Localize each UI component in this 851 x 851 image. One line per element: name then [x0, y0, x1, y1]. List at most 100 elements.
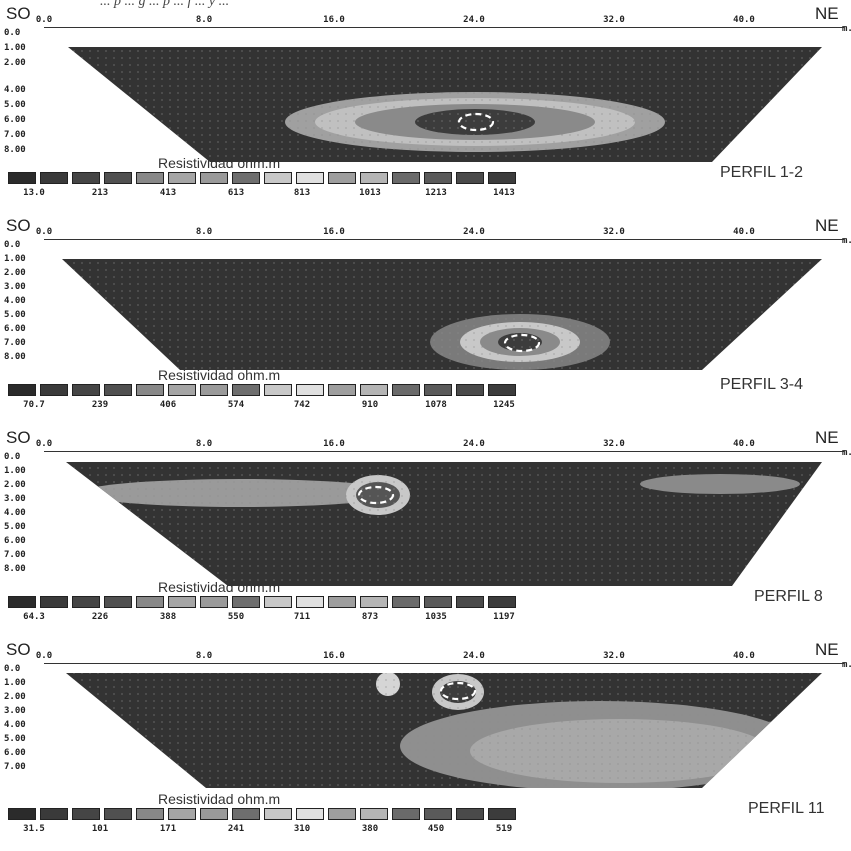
depth-tick-label: 4.00	[4, 720, 26, 730]
colorbar-swatch	[232, 172, 260, 184]
x-tick-label: 16.0	[323, 651, 345, 661]
colorbar-value-label: 64.3	[23, 612, 45, 622]
colorbar-swatch	[424, 384, 452, 396]
measurement-points	[62, 259, 822, 370]
colorbar-swatch	[424, 172, 452, 184]
colorbar-value-label: 31.5	[23, 824, 45, 834]
distance-unit-label: m.	[842, 660, 851, 670]
depth-tick-label: 7.00	[4, 130, 26, 140]
colorbar-swatch	[296, 384, 324, 396]
colorbar-swatch	[488, 808, 516, 820]
colorbar-swatch	[168, 596, 196, 608]
colorbar-swatch	[200, 596, 228, 608]
x-tick-label: 16.0	[323, 15, 345, 25]
depth-tick-label: 6.00	[4, 115, 26, 125]
x-tick-label: 32.0	[603, 651, 625, 661]
x-tick-label: 40.0	[733, 651, 755, 661]
colorbar-swatch	[392, 596, 420, 608]
depth-tick-label: 4.00	[4, 85, 26, 95]
profile-panel: SO NEm. 0.0 8.0 16.0 24.0 32.0 40.0 0.0 1.00 2.00 3…	[0, 424, 851, 636]
measurement-points	[66, 673, 822, 788]
depth-tick-label: 8.00	[4, 145, 26, 155]
colorbar-swatch	[328, 172, 356, 184]
colorbar-swatch	[232, 384, 260, 396]
depth-tick-label: 5.00	[4, 100, 26, 110]
depth-tick-label: 1.00	[4, 254, 26, 264]
direction-ne-label: NE	[815, 216, 839, 235]
x-tick-label: 24.0	[463, 651, 485, 661]
colorbar-swatch	[456, 384, 484, 396]
resistivity-section	[66, 673, 822, 788]
direction-so-label: SO	[6, 216, 31, 235]
colorbar-swatch	[200, 808, 228, 820]
x-tick-label: 32.0	[603, 439, 625, 449]
x-tick-label: 0.0	[35, 227, 53, 237]
profile-name: PERFIL 3-4	[720, 376, 803, 393]
depth-tick-label: 2.00	[4, 480, 26, 490]
x-tick-label: 24.0	[463, 439, 485, 449]
colorbar-swatch	[328, 384, 356, 396]
colorbar-value-label: 1413	[493, 188, 515, 198]
x-tick-label: 24.0	[463, 227, 485, 237]
profile-name: PERFIL 11	[748, 800, 825, 817]
measurement-points	[66, 462, 822, 586]
colorbar-value-label: 70.7	[23, 400, 45, 410]
target-anomaly-marker	[439, 681, 477, 701]
profile-panel: SO NEm. 0.0 8.0 16.0 24.0 32.0 40.0 0.0 1.00 2.00 3…	[0, 212, 851, 424]
colorbar	[8, 384, 516, 396]
colorbar-swatch	[104, 172, 132, 184]
colorbar-swatch	[200, 384, 228, 396]
colorbar-swatch	[424, 596, 452, 608]
depth-tick-label: 3.00	[4, 282, 26, 292]
colorbar-swatch	[8, 808, 36, 820]
resistivity-section	[68, 47, 822, 162]
colorbar-value-label: 1213	[425, 188, 447, 198]
target-anomaly-marker	[457, 112, 495, 132]
x-axis-line	[44, 239, 844, 240]
depth-tick-label: 1.00	[4, 43, 26, 53]
x-tick-label: 0.0	[35, 15, 53, 25]
colorbar-swatch	[72, 384, 100, 396]
colorbar-swatch	[296, 172, 324, 184]
colorbar-swatch	[328, 596, 356, 608]
colorbar-swatch	[8, 384, 36, 396]
depth-tick-label: 5.00	[4, 522, 26, 532]
x-tick-label: 16.0	[323, 439, 345, 449]
profile-panel: SO NEm. 0.0 8.0 16.0 24.0 32.0 40.0 0.0 1.00 2.00 3…	[0, 636, 851, 848]
depth-tick-label: 2.00	[4, 692, 26, 702]
colorbar-swatch	[264, 384, 292, 396]
colorbar-value-label: 1197	[493, 612, 515, 622]
colorbar-swatch	[264, 596, 292, 608]
colorbar-swatch	[136, 808, 164, 820]
colorbar-value-label: 574	[227, 400, 245, 410]
direction-so-label: SO	[6, 4, 31, 23]
depth-tick-label: 7.00	[4, 550, 26, 560]
colorbar-value-label: 239	[91, 400, 109, 410]
colorbar-value-label: 388	[159, 612, 177, 622]
distance-unit-label: m.	[842, 24, 851, 34]
depth-tick-label: 2.00	[4, 268, 26, 278]
direction-so-label: SO	[6, 428, 31, 447]
colorbar-value-label: 1078	[425, 400, 447, 410]
depth-tick-label: 0.0	[4, 28, 21, 38]
colorbar-value-label: 380	[361, 824, 379, 834]
colorbar-swatch	[8, 596, 36, 608]
colorbar-value-label: 519	[495, 824, 513, 834]
colorbar-title: Resistividad ohm.m	[158, 791, 281, 807]
colorbar-value-label: 550	[227, 612, 245, 622]
colorbar-swatch	[456, 808, 484, 820]
profile-name: PERFIL 1-2	[720, 164, 803, 181]
colorbar-swatch	[488, 384, 516, 396]
colorbar-title: Resistividad ohm.m	[158, 579, 281, 595]
colorbar-swatch	[392, 808, 420, 820]
colorbar-value-label: 450	[427, 824, 445, 834]
colorbar-value-label: 873	[361, 612, 379, 622]
colorbar-swatch	[392, 384, 420, 396]
colorbar-value-label: 711	[293, 612, 311, 622]
direction-so-label: SO	[6, 640, 31, 659]
depth-tick-label: 1.00	[4, 678, 26, 688]
distance-unit-label: m.	[842, 448, 851, 458]
colorbar-swatch	[40, 808, 68, 820]
x-tick-label: 0.0	[35, 439, 53, 449]
x-tick-label: 40.0	[733, 439, 755, 449]
